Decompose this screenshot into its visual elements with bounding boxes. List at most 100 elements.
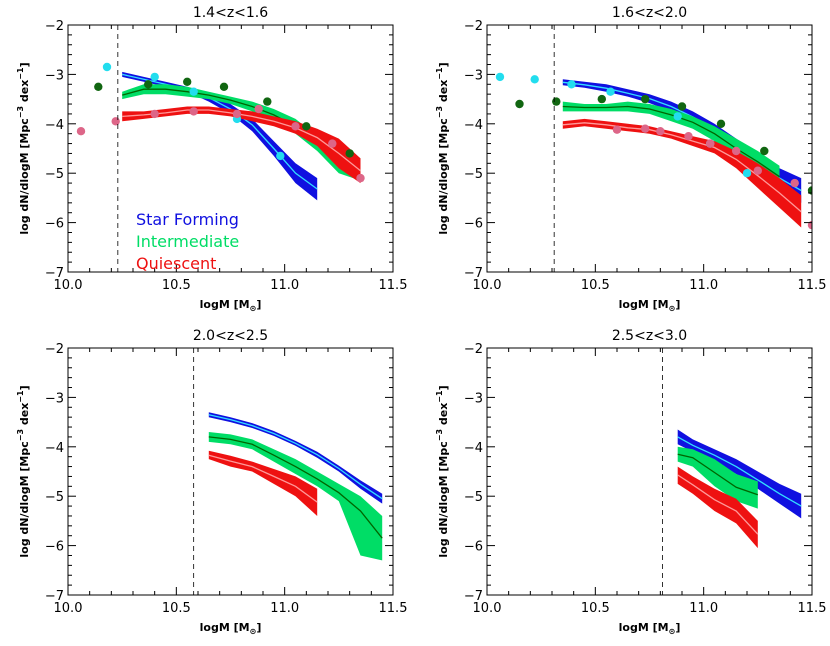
y-tick-label: −6	[464, 540, 483, 555]
y-axis-label: log dN/dlogM [Mpc−3 dex−1]	[16, 385, 31, 557]
x-tick-label: 11.5	[379, 601, 408, 616]
y-tick-label: −3	[45, 391, 64, 406]
y-axis-label-end: ]	[18, 385, 31, 390]
intermediate-median-line	[677, 453, 759, 496]
pt_int-point	[183, 77, 192, 87]
x-tick-label: 10.0	[54, 601, 83, 616]
y-axis-label-sup2: −1	[435, 390, 444, 403]
x-tick-label: 11.5	[798, 278, 827, 293]
plot-frame	[67, 347, 394, 596]
x-tick-label: 10.5	[581, 278, 610, 293]
pt_int-point	[552, 97, 561, 106]
pt_int-point	[144, 80, 153, 89]
quiescent-median-line	[562, 122, 802, 213]
y-axis-label-sup: −3	[16, 106, 25, 118]
plot-frame	[486, 24, 813, 273]
quiescent-median-line	[122, 109, 361, 172]
x-axis-label-end: ]	[675, 298, 680, 311]
y-tick-label: −4	[464, 118, 483, 133]
y-axis-label-sup: −3	[435, 106, 444, 118]
plot-area	[677, 429, 802, 549]
star_forming-median-line	[677, 436, 802, 507]
x-tick-label: 10.5	[581, 601, 610, 616]
y-axis-label-end: ]	[437, 385, 450, 390]
y-tick-label: −3	[464, 391, 483, 406]
pt_sf-point	[189, 87, 198, 96]
x-tick-label: 10.0	[473, 601, 502, 616]
pt_q-point	[641, 124, 650, 133]
y-tick-label: −2	[464, 342, 483, 357]
pt_q-point	[732, 146, 741, 156]
pt_q-point	[656, 127, 665, 136]
pt_q-point	[356, 173, 365, 183]
y-tick-label: −4	[45, 441, 64, 456]
y-tick-label: −2	[45, 342, 64, 357]
pt_q-point	[790, 178, 799, 188]
panel-title: 2.0<z<2.5	[193, 328, 268, 344]
x-axis-label-main: logM [M	[619, 621, 669, 634]
quiescent-band	[562, 118, 802, 228]
y-tick-label: −6	[45, 217, 64, 232]
x-axis-label-main: logM [M	[619, 298, 669, 311]
panel-2-0-to-2-5: 2.0<z<2.5 10.0 10.5 11.0 11.5 −2 −3 −4 −5 −6 −7 lo…	[16, 328, 407, 636]
pt_q-point	[232, 109, 242, 119]
pt_int-point	[345, 149, 354, 158]
intermediate-median-line	[562, 105, 780, 178]
plot-area	[76, 62, 365, 201]
x-tick-label: 10.0	[473, 278, 502, 293]
pt_sf-point	[567, 80, 576, 89]
y-tick-label: −4	[45, 118, 64, 133]
y-tick-label: −3	[464, 68, 483, 83]
y-tick-label: −2	[45, 19, 64, 34]
y-axis-label-mid: dex	[18, 403, 31, 429]
pt_q-point	[111, 117, 120, 126]
y-axis-label-sup2: −1	[435, 67, 444, 80]
y-axis-label-mid: dex	[18, 80, 31, 106]
y-axis-label: log dN/dlogM [Mpc−3 dex−1]	[435, 385, 450, 557]
y-axis-label-mid: dex	[437, 403, 450, 429]
x-tick-label: 11.0	[689, 601, 718, 616]
quiescent-median-line	[208, 454, 318, 503]
y-tick-label: −5	[464, 490, 483, 505]
y-axis-label-end: ]	[437, 62, 450, 67]
y-tick-label: −2	[464, 19, 483, 34]
x-axis-label-sub: ⊙	[250, 304, 257, 313]
pt_int-point	[597, 94, 606, 104]
y-axis-label-sup: −3	[435, 429, 444, 441]
y-tick-label: −3	[45, 68, 64, 83]
panel-2-5-to-3-0: 2.5<z<3.0 10.0 10.5 11.0 11.5 −2 −3 −4 −5 −6 −7 lo…	[435, 328, 826, 636]
y-tick-label: −7	[464, 266, 483, 281]
y-axis-label-main: log dN/dlogM [Mpc	[437, 118, 450, 234]
x-tick-label: 10.5	[162, 601, 191, 616]
pt_sf-point	[102, 62, 112, 72]
pt_int-point	[641, 94, 650, 104]
panel-1-4-to-1-6: 1.4<z<1.6 10.0 10.5 11.0 11.5 −2 −3 −4 −5 −6 −7 lo…	[16, 5, 407, 313]
x-axis-label: logM [M⊙]	[619, 298, 681, 313]
y-axis-label-main: log dN/dlogM [Mpc	[437, 441, 450, 557]
panel-1-6-to-2-0: 1.6<z<2.0 10.0 10.5 11.0 11.5 −2 −3 −4 −5 −6 −7 lo…	[435, 5, 826, 313]
pt_int-point	[302, 122, 311, 131]
pt_q-point	[328, 139, 337, 148]
x-axis-label-main: logM [M	[200, 621, 250, 634]
pt_int-point	[760, 146, 769, 156]
pt_q-point	[189, 107, 198, 116]
intermediate-band	[562, 101, 780, 188]
x-axis-label-sub: ⊙	[250, 627, 257, 636]
y-axis-label-main: log dN/dlogM [Mpc	[18, 441, 31, 557]
x-axis-label-main: logM [M	[200, 298, 250, 311]
y-axis-label: log dN/dlogM [Mpc−3 dex−1]	[16, 62, 31, 234]
y-axis-label-sup: −3	[16, 429, 25, 441]
x-tick-label: 10.5	[162, 278, 191, 293]
y-tick-label: −7	[45, 266, 64, 281]
x-tick-label: 11.0	[270, 278, 299, 293]
quiescent-band	[122, 106, 361, 184]
plot-frame	[486, 347, 813, 596]
pt_q-point	[612, 125, 622, 134]
intermediate-median-line	[208, 436, 383, 539]
y-tick-label: −6	[45, 540, 64, 555]
pt_int-point	[716, 119, 726, 128]
y-tick-label: −4	[464, 441, 483, 456]
pt_sf-point	[150, 72, 159, 82]
x-axis-label: logM [M⊙]	[200, 621, 262, 636]
y-tick-label: −5	[45, 167, 64, 182]
